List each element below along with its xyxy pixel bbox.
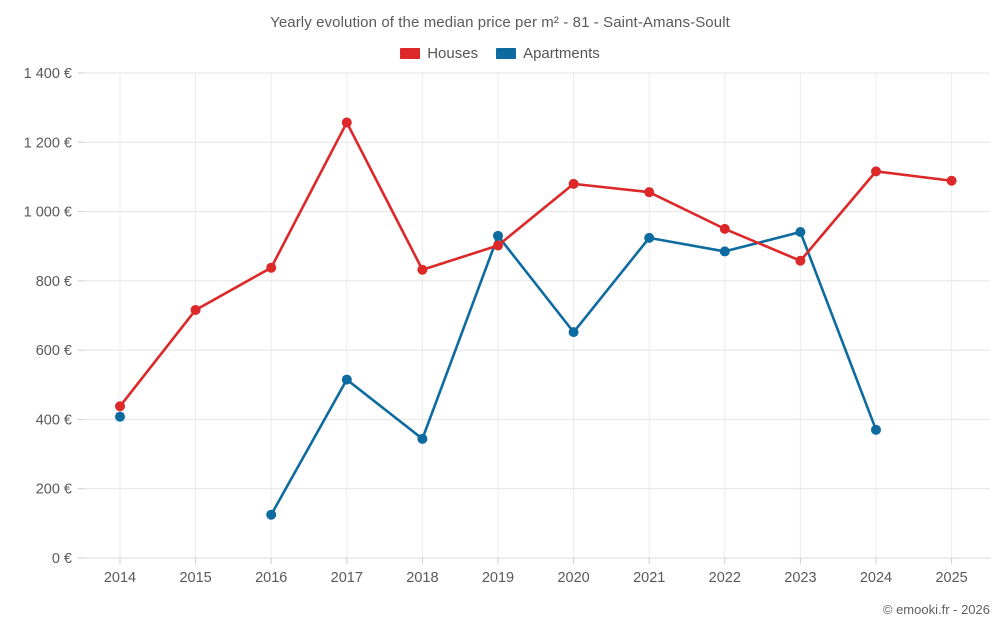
legend-item-houses[interactable]: Houses — [400, 45, 478, 62]
y-axis-tick-label: 0 € — [52, 551, 72, 567]
data-point[interactable] — [871, 166, 881, 177]
chart-title: Yearly evolution of the median price per… — [270, 14, 730, 31]
x-axis-tick-label: 2017 — [331, 570, 363, 586]
data-point[interactable] — [341, 374, 352, 385]
y-axis-tick-label: 1 200 € — [24, 135, 72, 151]
y-axis-tick-label: 200 € — [36, 482, 72, 498]
y-axis-tick-label: 400 € — [36, 412, 72, 428]
data-point[interactable] — [795, 227, 806, 238]
series-line — [118, 121, 953, 408]
x-axis-tick-label: 2019 — [482, 570, 514, 586]
data-point[interactable] — [795, 255, 806, 266]
x-axis-tick-label: 2015 — [179, 570, 211, 586]
x-axis-tick-label: 2018 — [406, 570, 438, 586]
data-point[interactable] — [568, 178, 579, 189]
data-point[interactable] — [417, 433, 428, 444]
data-point[interactable] — [190, 304, 201, 315]
data-point[interactable] — [719, 246, 730, 257]
series-apartments — [115, 227, 881, 520]
x-axis-tick-label: 2022 — [709, 570, 741, 586]
x-axis-tick-label: 2024 — [860, 570, 892, 586]
data-point[interactable] — [493, 240, 503, 251]
data-point[interactable] — [266, 509, 277, 520]
y-axis-tick-label: 1 400 € — [24, 66, 72, 82]
legend-label: Houses — [427, 45, 479, 62]
data-point[interactable] — [719, 223, 730, 234]
data-point[interactable] — [115, 401, 125, 412]
credit-text: © emooki.fr - 2026 — [882, 602, 990, 617]
data-point[interactable] — [871, 424, 881, 435]
x-axis-tick-label: 2023 — [784, 570, 816, 586]
data-point[interactable] — [644, 232, 655, 243]
data-point[interactable] — [417, 264, 428, 275]
data-point[interactable] — [266, 262, 277, 273]
data-point[interactable] — [341, 117, 352, 128]
legend-swatch-icon — [400, 48, 421, 59]
x-axis-tick-label: 2020 — [557, 570, 589, 586]
data-point[interactable] — [644, 187, 655, 198]
data-point[interactable] — [115, 411, 125, 422]
data-point[interactable] — [946, 175, 957, 186]
chart-legend: Houses Apartments — [0, 45, 1000, 62]
x-axis-tick-label: 2014 — [104, 570, 136, 586]
legend-label: Apartments — [523, 45, 600, 62]
x-axis-tick-label: 2021 — [633, 570, 665, 586]
legend-swatch-icon — [496, 48, 517, 59]
y-axis-tick-label: 1 000 € — [24, 205, 72, 221]
data-point[interactable] — [568, 327, 579, 338]
data-point[interactable] — [493, 230, 503, 241]
x-axis-tick-label: 2016 — [255, 570, 287, 586]
series-houses — [115, 117, 957, 412]
x-axis-tick-label: 2025 — [935, 570, 967, 586]
y-axis-tick-label: 600 € — [36, 343, 72, 359]
legend-item-apartments[interactable]: Apartments — [496, 45, 600, 62]
y-axis-tick-label: 800 € — [36, 274, 72, 290]
